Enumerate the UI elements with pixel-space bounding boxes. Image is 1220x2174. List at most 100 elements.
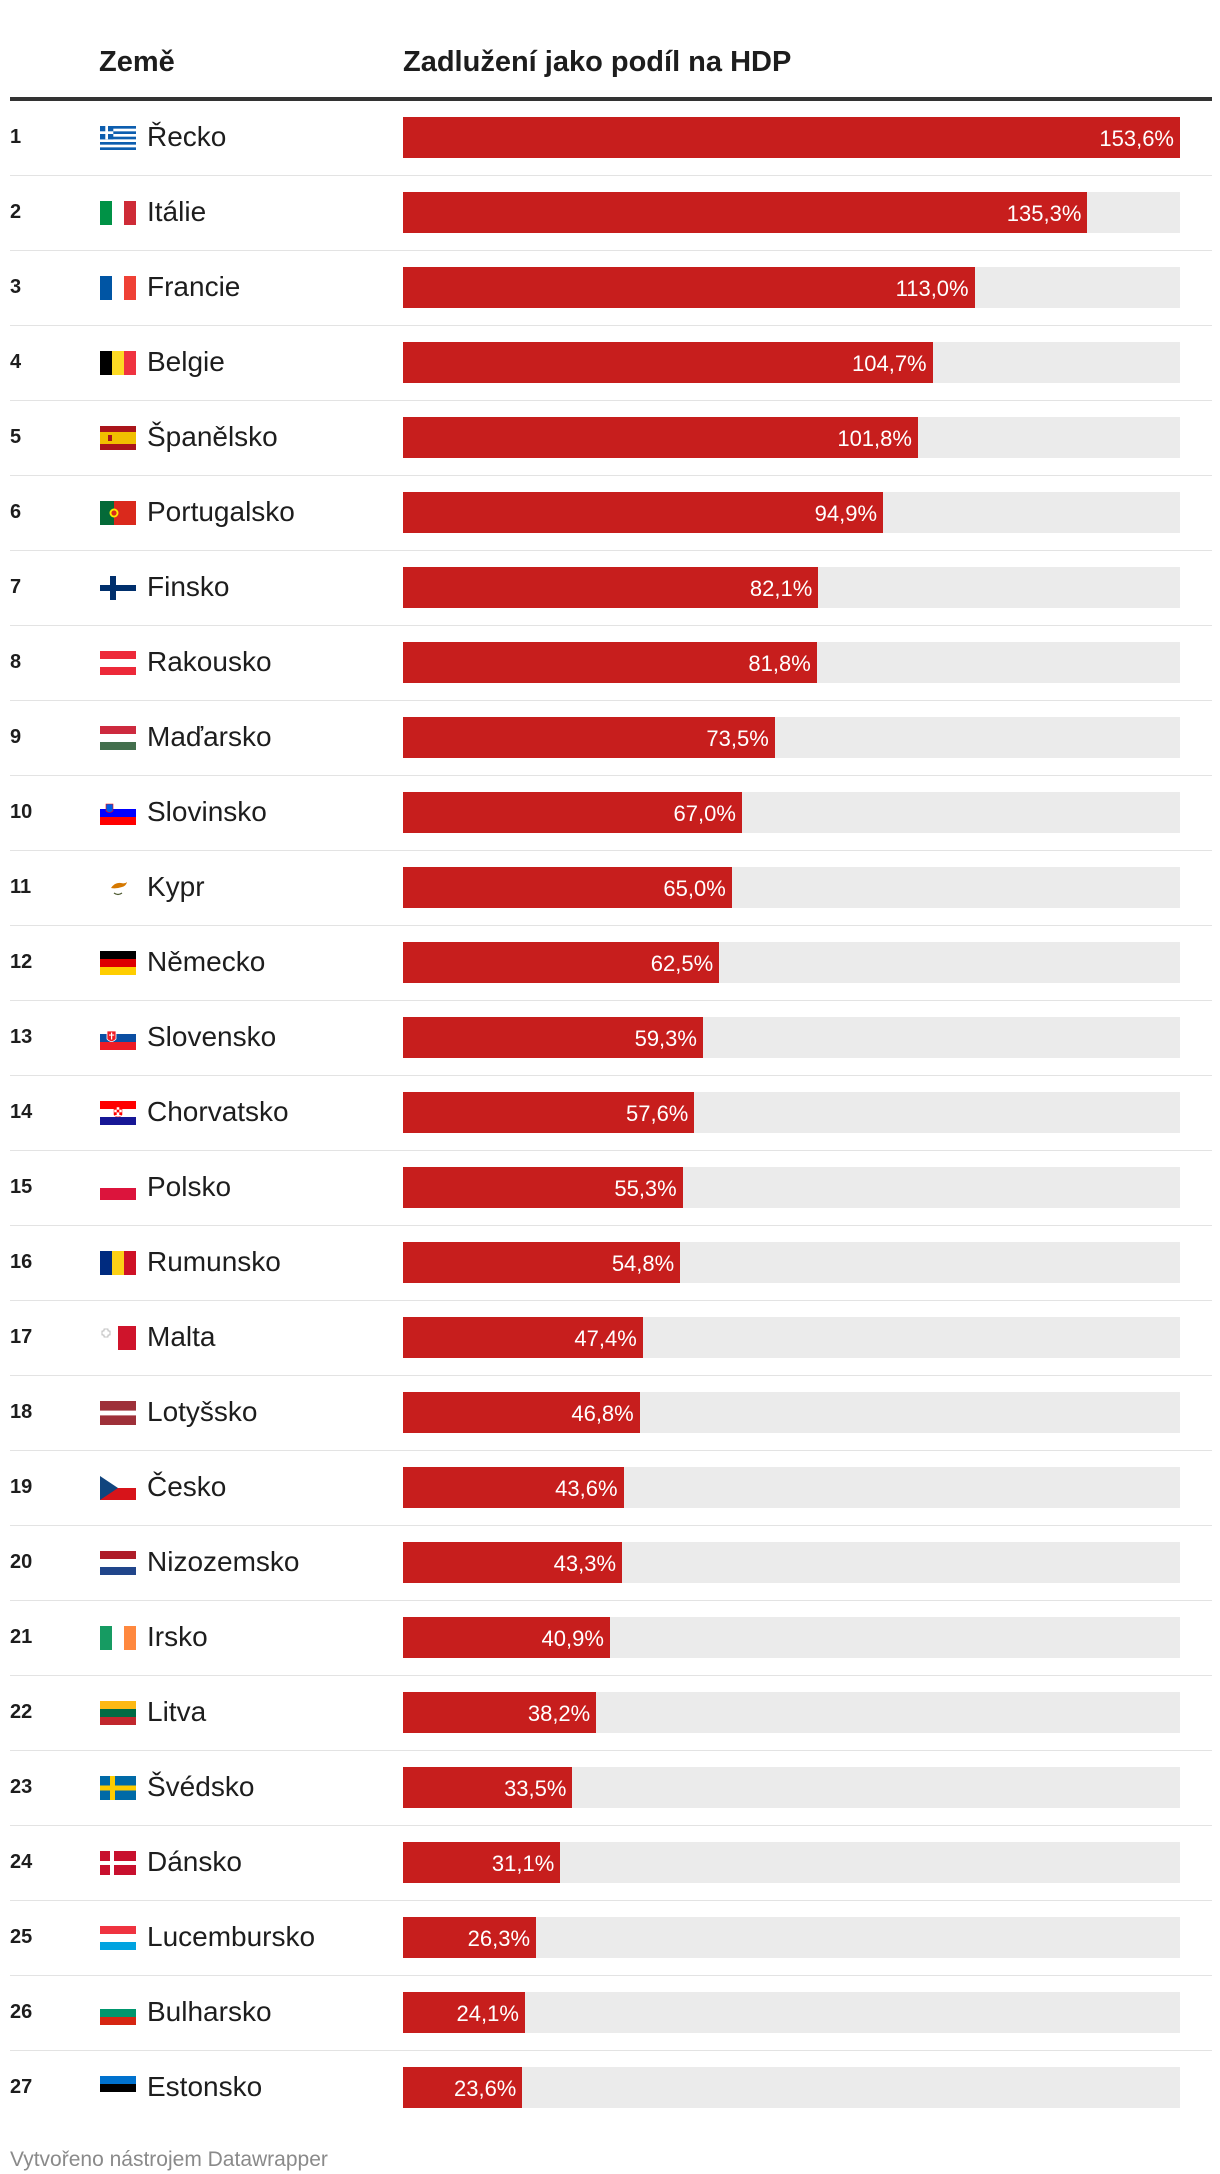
bar-value-label: 81,8% (748, 651, 811, 676)
bar: 43,6% (403, 1467, 624, 1508)
belgium-flag-icon (100, 351, 136, 375)
country-name: Kypr (147, 871, 205, 902)
estonia-flag-icon (100, 2076, 136, 2100)
bar-value-label: 57,6% (625, 1101, 689, 1126)
country-name: Dánsko (147, 1846, 242, 1877)
country-name: Estonsko (147, 2071, 263, 2102)
table-row: 19 Česko 43,6% (10, 1451, 1212, 1526)
bar: 153,6% (403, 117, 1180, 158)
bar-value-label: 73,5% (706, 726, 769, 751)
country-name: Řecko (147, 121, 227, 152)
country-name: Chorvatsko (147, 1096, 289, 1127)
bar: 113,0% (403, 267, 975, 308)
bar-track: 62,5% (403, 942, 1180, 983)
bar: 59,3% (403, 1017, 703, 1058)
bar: 62,5% (403, 942, 720, 983)
rank-number: 18 (10, 1401, 33, 1423)
bar-value-label: 43,6% (555, 1476, 618, 1501)
country-name: Francie (147, 271, 241, 302)
bar-value-label: 40,9% (541, 1626, 604, 1651)
rank-number: 21 (10, 1626, 33, 1648)
rank-number: 2 (10, 201, 22, 223)
rank-number: 6 (10, 501, 22, 523)
bar-track: 153,6% (403, 117, 1180, 158)
spain-flag-icon (100, 426, 136, 450)
table-row: 26 Bulharsko 24,1% (10, 1976, 1212, 2051)
country-name: Slovinsko (147, 796, 267, 827)
romania-flag-icon (100, 1251, 136, 1275)
table-row: 6 Portugalsko 94,9% (10, 476, 1212, 551)
rank-number: 12 (10, 951, 33, 973)
bar: 104,7% (403, 342, 933, 383)
rank-number: 27 (10, 2076, 33, 2098)
country-name: Itálie (147, 196, 207, 227)
bar: 31,1% (403, 1842, 561, 1883)
country-name: Finsko (147, 571, 230, 602)
portugal-flag-icon (100, 501, 136, 525)
rank-number: 23 (10, 1776, 33, 1798)
credit-text: Vytvořeno nástrojem Datawrapper (10, 2148, 328, 2171)
country-name: Rakousko (147, 646, 272, 677)
country-name: Německo (147, 946, 266, 977)
bar-track: 46,8% (403, 1392, 1180, 1433)
table-row: 4 Belgie 104,7% (10, 326, 1212, 401)
france-flag-icon (100, 276, 136, 300)
bar: 94,9% (403, 492, 884, 533)
denmark-flag-icon (100, 1851, 136, 1875)
bar-track: 135,3% (403, 192, 1180, 233)
table-row: 24 Dánsko 31,1% (10, 1826, 1212, 1901)
country-name: Španělsko (147, 421, 278, 452)
bar-track: 24,1% (403, 1992, 1180, 2033)
table-header: Země Zadlužení jako podíl na HDP (10, 0, 1212, 100)
rank-number: 10 (10, 801, 33, 823)
bar-value-label: 24,1% (456, 2001, 519, 2026)
table-row: 7 Finsko 82,1% (10, 551, 1212, 626)
bar: 23,6% (403, 2067, 523, 2108)
bar: 101,8% (403, 417, 918, 458)
country-name: Česko (147, 1471, 227, 1502)
bar: 135,3% (403, 192, 1088, 233)
rank-number: 20 (10, 1551, 33, 1573)
bar-track: 94,9% (403, 492, 1180, 533)
rank-number: 13 (10, 1026, 33, 1048)
table-row: 27 Estonsko 23,6% (10, 2051, 1212, 2125)
country-name: Rumunsko (147, 1246, 281, 1277)
rank-number: 1 (10, 126, 22, 148)
bar-track: 26,3% (403, 1917, 1180, 1958)
bar-value-label: 104,7% (852, 351, 927, 376)
table-row: 17 Malta 47,4% (10, 1301, 1212, 1376)
bar-track: 33,5% (403, 1767, 1180, 1808)
table-row: 25 Lucembursko 26,3% (10, 1901, 1212, 1976)
bar-value-label: 67,0% (673, 801, 736, 826)
rank-number: 22 (10, 1701, 33, 1723)
table-row: 15 Polsko 55,3% (10, 1151, 1212, 1226)
latvia-flag-icon (100, 1401, 136, 1425)
column-header-value: Zadlužení jako podíl na HDP (403, 46, 792, 78)
bar-value-label: 153,6% (1099, 126, 1174, 151)
finland-flag-icon (100, 576, 136, 600)
bar-track: 47,4% (403, 1317, 1180, 1358)
country-name: Irsko (147, 1621, 208, 1652)
rank-number: 14 (10, 1101, 33, 1123)
rank-number: 4 (10, 351, 22, 373)
bar-value-label: 82,1% (749, 576, 813, 601)
bar-track: 54,8% (403, 1242, 1180, 1283)
table-row: 3 Francie 113,0% (10, 251, 1212, 326)
luxembourg-flag-icon (100, 1926, 136, 1950)
bar-track: 113,0% (403, 267, 1180, 308)
country-name: Slovensko (147, 1021, 277, 1052)
bar: 55,3% (403, 1167, 683, 1208)
country-name: Litva (147, 1696, 207, 1727)
austria-flag-icon (100, 651, 136, 675)
bar-value-label: 94,9% (814, 501, 878, 526)
bar-value-label: 46,8% (571, 1401, 634, 1426)
bar-track: 23,6% (403, 2067, 1180, 2108)
bar: 24,1% (403, 1992, 525, 2033)
czechia-flag-icon (100, 1476, 136, 1500)
bar: 33,5% (403, 1767, 573, 1808)
bar-track: 104,7% (403, 342, 1180, 383)
table-row: 22 Litva 38,2% (10, 1676, 1212, 1751)
rank-number: 7 (10, 576, 22, 598)
lithuania-flag-icon (100, 1701, 136, 1725)
country-name: Malta (147, 1321, 216, 1352)
